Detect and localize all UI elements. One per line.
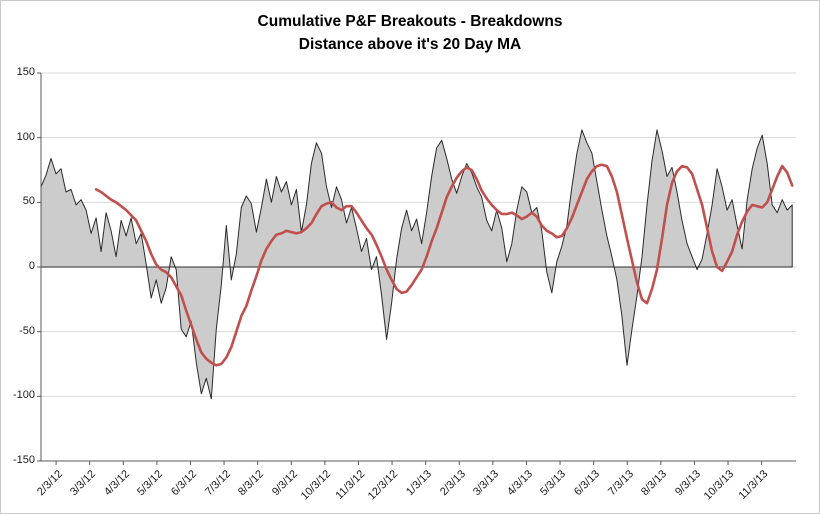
x-axis-tick-label: 2/3/13 <box>437 468 468 499</box>
y-axis-tick-label: 50 <box>22 195 35 208</box>
x-axis-tick-label: 10/3/13 <box>702 468 737 503</box>
x-axis-tick-label: 3/3/13 <box>471 468 502 499</box>
x-axis-tick-label: 6/3/13 <box>572 468 603 499</box>
x-axis-tick-label: 8/3/12 <box>236 468 267 499</box>
y-axis-tick-label: -100 <box>12 389 35 402</box>
y-axis-labels: 150 100 50 0 -50 -100 -150 <box>1 1 35 513</box>
x-axis-tick-label: 3/3/12 <box>68 468 99 499</box>
x-axis-tick-label: 12/3/12 <box>366 468 401 503</box>
x-axis-tick-label: 8/3/13 <box>639 468 670 499</box>
y-axis-tick-label: 150 <box>16 66 35 78</box>
x-axis-tick-label: 4/3/12 <box>101 468 132 499</box>
x-axis-tick-label: 6/3/12 <box>168 468 199 499</box>
y-axis-tick-label: -50 <box>19 324 35 337</box>
x-axis-tick-label: 5/3/12 <box>135 468 166 499</box>
chart-title: Cumulative P&F Breakouts - Breakdowns Di… <box>1 10 819 57</box>
y-axis-tick-label: -150 <box>12 454 35 466</box>
area-series <box>40 129 793 400</box>
x-axis-tick-label: 7/3/13 <box>605 468 636 499</box>
x-axis-tick-label: 11/3/12 <box>333 468 367 502</box>
y-axis-tick-label: 0 <box>28 260 35 272</box>
chart-title-line1: Cumulative P&F Breakouts - Breakdowns <box>257 13 563 30</box>
x-axis-tick-label: 4/3/13 <box>504 468 535 499</box>
x-axis-tick-label: 11/3/13 <box>736 468 771 502</box>
x-axis-tick-label: 9/3/12 <box>269 468 300 499</box>
x-axis-tick-label: 2/3/12 <box>34 468 65 499</box>
y-axis-tick-label: 100 <box>16 130 35 143</box>
x-axis-tick-label: 7/3/12 <box>202 468 233 499</box>
x-axis-tick-label: 10/3/12 <box>298 468 334 503</box>
chart-title-line2: Distance above it's 20 Day MA <box>298 36 522 54</box>
x-axis-tick-label: 1/3/13 <box>404 468 435 499</box>
ma-line-series <box>94 163 794 367</box>
x-axis-tick-label: 5/3/13 <box>538 468 569 499</box>
x-axis-tick-label: 9/3/13 <box>672 468 703 499</box>
